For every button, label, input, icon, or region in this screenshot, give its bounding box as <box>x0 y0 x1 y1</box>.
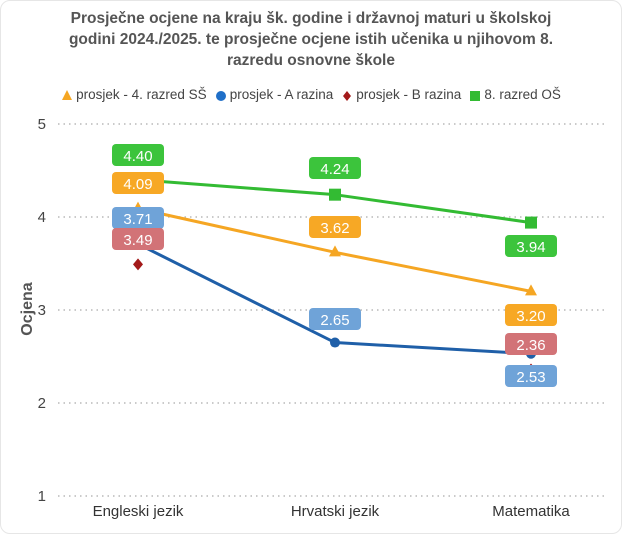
data-point-triangle <box>329 245 341 257</box>
data-label-box <box>112 207 164 229</box>
square-icon <box>470 90 481 101</box>
data-label: 4.40 <box>123 148 152 165</box>
legend-item-4-razred-ss[interactable]: prosjek - 4. razred SŠ <box>61 87 207 102</box>
data-label-box <box>112 228 164 250</box>
data-label: 4.24 <box>320 161 349 178</box>
x-tick-label: Hrvatski jezik <box>291 503 380 520</box>
data-label-box <box>505 235 557 257</box>
data-label: 3.94 <box>516 239 545 256</box>
data-label-box <box>309 216 361 238</box>
legend-label: 8. razred OŠ <box>484 87 561 102</box>
data-label-box <box>505 365 557 387</box>
data-label: 3.49 <box>123 232 152 249</box>
legend-item-a-razina[interactable]: prosjek - A razina <box>215 87 334 102</box>
data-point-diamond <box>133 258 143 271</box>
data-label: 3.20 <box>516 308 545 325</box>
data-label-box <box>505 333 557 355</box>
chart-legend: prosjek - 4. razred SŠ prosjek - A razin… <box>0 87 622 102</box>
data-label-box <box>112 172 164 194</box>
diamond-icon <box>343 90 352 101</box>
data-point-triangle <box>525 284 537 296</box>
x-tick-label: Matematika <box>492 503 570 520</box>
data-label-box <box>309 308 361 330</box>
legend-label: prosjek - B razina <box>356 87 462 102</box>
chart-title-line: Prosječne ocjene na kraju šk. godine i d… <box>70 10 552 27</box>
data-point-square <box>525 216 537 229</box>
x-tick-label: Engleski jezik <box>93 503 184 520</box>
series-line <box>137 242 532 356</box>
data-label-box <box>309 157 361 179</box>
legend-label: prosjek - A razina <box>229 87 334 102</box>
data-label-box <box>505 304 557 326</box>
y-tick-label: 1 <box>38 488 46 505</box>
y-tick-label: 2 <box>38 395 46 412</box>
y-tick-label: 5 <box>38 116 46 133</box>
data-label: 4.09 <box>123 176 152 193</box>
chart-title-line: godini 2024./2025. te prosječne ocjene i… <box>68 31 554 48</box>
circle-icon <box>215 90 226 101</box>
legend-item-b-razina[interactable]: prosjek - B razina <box>341 87 461 102</box>
y-tick-label: 3 <box>38 302 46 319</box>
legend-item-8-razred-os[interactable]: 8. razred OŠ <box>469 87 561 102</box>
data-label: 2.36 <box>516 337 545 354</box>
chart-title-line: razredu osnovne škole <box>227 52 395 69</box>
data-point-square <box>329 188 341 201</box>
y-tick-label: 4 <box>38 209 46 226</box>
data-label-box <box>112 144 164 166</box>
legend-label: prosjek - 4. razred SŠ <box>76 87 207 102</box>
triangle-icon <box>62 89 73 100</box>
data-label: 2.53 <box>516 369 545 386</box>
data-label: 2.65 <box>320 312 349 329</box>
data-label: 3.71 <box>123 211 152 228</box>
data-label: 3.62 <box>320 220 349 237</box>
chart-title: Prosječne ocjene na kraju šk. godine i d… <box>20 8 602 71</box>
data-point-circle <box>330 337 340 348</box>
